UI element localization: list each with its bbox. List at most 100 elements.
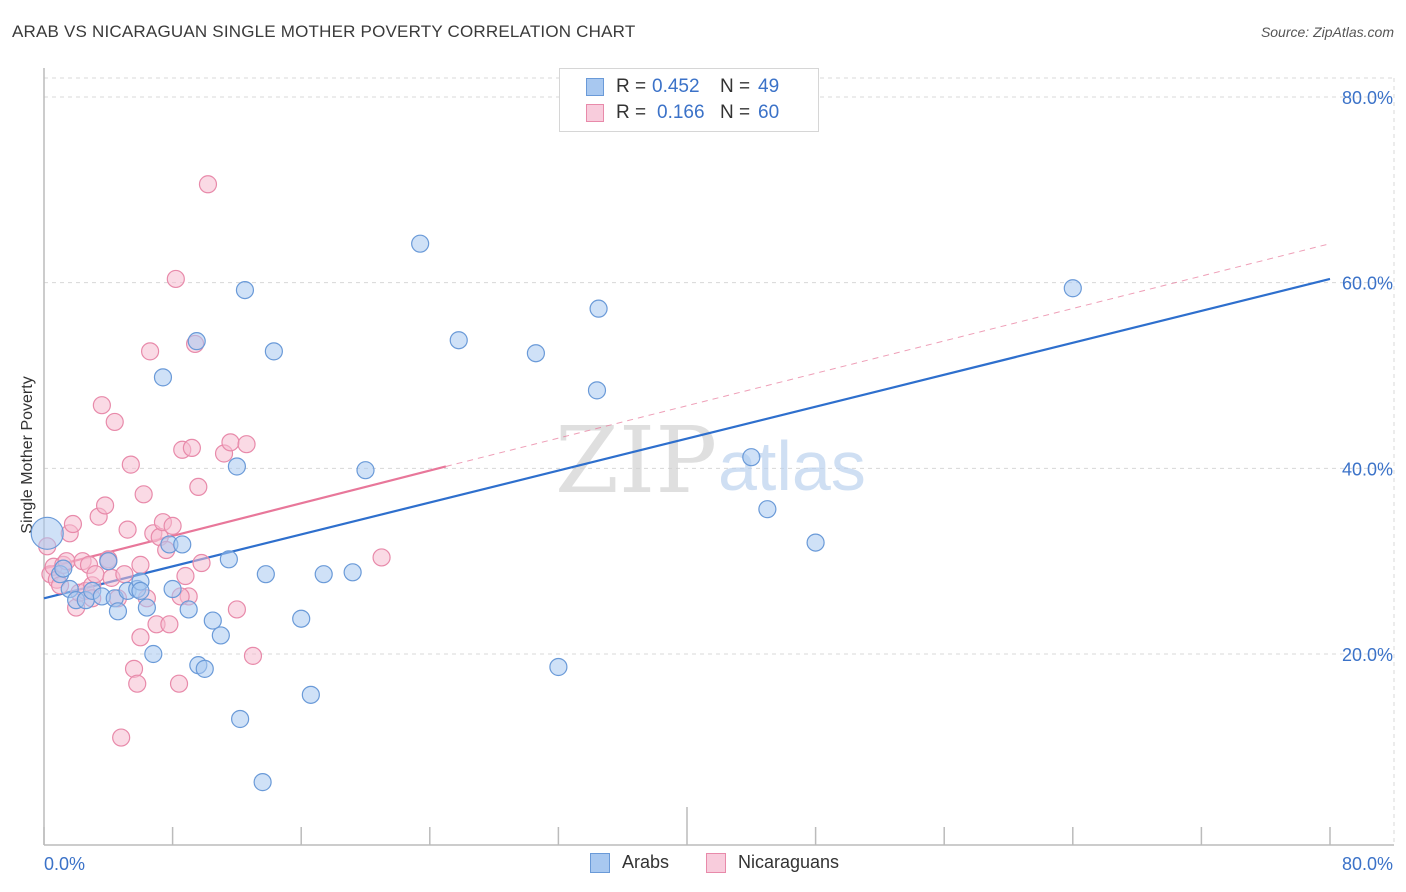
nicaraguans-point (95, 496, 115, 515)
nicaraguans-point (243, 646, 263, 665)
arabs-point (314, 565, 333, 584)
nicaraguans-point (105, 412, 124, 432)
arabs-point (449, 331, 468, 350)
arabs-point (1063, 279, 1082, 298)
nicaraguans-point (118, 520, 137, 539)
nicaraguans-point (237, 435, 256, 454)
tick-labels: 20.0% 40.0% 60.0% 80.0% 0.0% 80.0% (44, 88, 1393, 874)
legend-n-label: N = (720, 76, 751, 97)
nicaraguans-point (160, 615, 179, 634)
legend-r-label: R = (616, 76, 647, 97)
nicaraguans-point (86, 565, 105, 584)
arabs-swatch (586, 78, 604, 96)
arabs-trend-line (43, 277, 1331, 600)
arabs-point (144, 644, 163, 664)
arabs-point (589, 299, 608, 318)
nicaraguans-point (221, 433, 240, 452)
arabs-point (343, 563, 362, 582)
nicaraguans-point (131, 628, 150, 647)
arabs-point (203, 611, 222, 630)
y-tick-label: 20.0% (1342, 645, 1393, 665)
chart-title: ARAB VS NICARAGUAN SINGLE MOTHER POVERTY… (12, 22, 636, 41)
nicaraguans-point (92, 396, 111, 415)
arabs-point (742, 448, 761, 467)
x-tick-label: 80.0% (1342, 854, 1393, 874)
y-tick-label: 40.0% (1342, 459, 1393, 479)
arabs-point (153, 368, 173, 387)
legend-label-arabs: Arabs (622, 852, 670, 872)
nicaraguans-point (372, 548, 391, 567)
arabs-point (301, 685, 320, 704)
arabs-point (806, 533, 825, 552)
nicaraguans-point (227, 600, 246, 619)
arabs-point (227, 457, 246, 476)
nicaraguans-point (198, 175, 218, 194)
arabs-point (211, 626, 230, 645)
axes (43, 68, 1394, 846)
chart-source: Source: ZipAtlas.com (1260, 24, 1394, 40)
nicaraguans-point (63, 514, 83, 534)
series-legend: Arabs Nicaraguans (0, 852, 1406, 878)
data-points (30, 175, 1082, 792)
nicaraguans-point (182, 438, 201, 458)
arabs-point (137, 598, 156, 617)
arabs-point (179, 600, 198, 619)
arabs-point (235, 280, 255, 300)
nicaraguans-trend-extension (445, 243, 1331, 467)
arabs-point (256, 565, 275, 584)
legend-item-arabs: Arabs (590, 852, 669, 873)
stats-legend: R = 0.452 N = 49 R = 0.166 N = 60 (559, 68, 819, 132)
y-tick-label: 80.0% (1342, 88, 1393, 108)
nicaraguans-point (112, 728, 131, 747)
arabs-point (526, 344, 545, 363)
nicaraguans-point (140, 342, 160, 361)
nicaraguans-point (115, 565, 134, 584)
watermark: ZIP atlas (555, 407, 866, 514)
nicaraguans-point (134, 485, 153, 504)
nicaraguans-swatch (586, 104, 604, 122)
y-tick-label: 60.0% (1342, 274, 1393, 294)
nicaraguans-point (189, 477, 208, 496)
nicaraguans-point (131, 555, 150, 574)
arabs-point (195, 659, 214, 678)
legend-row-nicaraguans: R = 0.166 N = 60 (586, 100, 779, 126)
arabs-legend-swatch (590, 852, 610, 873)
legend-item-nicaraguans: Nicaraguans (706, 852, 839, 873)
nicaraguans-point (176, 566, 195, 586)
x-tick-label: 0.0% (44, 854, 85, 874)
nicaraguans-legend-swatch (706, 852, 726, 873)
legend-n-value: 60 (758, 102, 780, 123)
legend-label-nicaraguans: Nicaraguans (738, 852, 840, 872)
arabs-point (219, 550, 238, 569)
nicaraguans-point (192, 553, 211, 573)
arabs-point (292, 609, 311, 628)
arabs-point (99, 552, 118, 571)
arabs-point (758, 500, 777, 519)
legend-n-value: 49 (758, 76, 780, 97)
arabs-point (30, 516, 64, 550)
arabs-point (264, 342, 283, 361)
watermark-zip: ZIP (555, 407, 717, 514)
arabs-point (173, 535, 192, 554)
nicaraguans-point (124, 659, 144, 678)
legend-r-value: 0.452 (652, 76, 700, 97)
arabs-point (131, 581, 150, 600)
legend-row-arabs: R = 0.452 N = 49 (586, 74, 779, 100)
arabs-point (549, 657, 568, 677)
arabs-point (411, 234, 430, 253)
arabs-point (163, 579, 182, 599)
legend-r-label: R = (616, 102, 647, 123)
arabs-point (231, 709, 250, 729)
legend-n-label: N = (720, 102, 751, 123)
nicaraguans-point (166, 269, 185, 289)
arabs-point (253, 773, 272, 792)
arabs-point (108, 602, 128, 621)
arabs-point (587, 381, 607, 400)
nicaraguans-point (121, 455, 140, 474)
watermark-atlas: atlas (718, 427, 866, 505)
nicaraguans-point (163, 516, 182, 535)
arabs-point (54, 559, 73, 578)
arabs-point (356, 461, 375, 480)
legend-r-value: 0.166 (657, 102, 705, 123)
